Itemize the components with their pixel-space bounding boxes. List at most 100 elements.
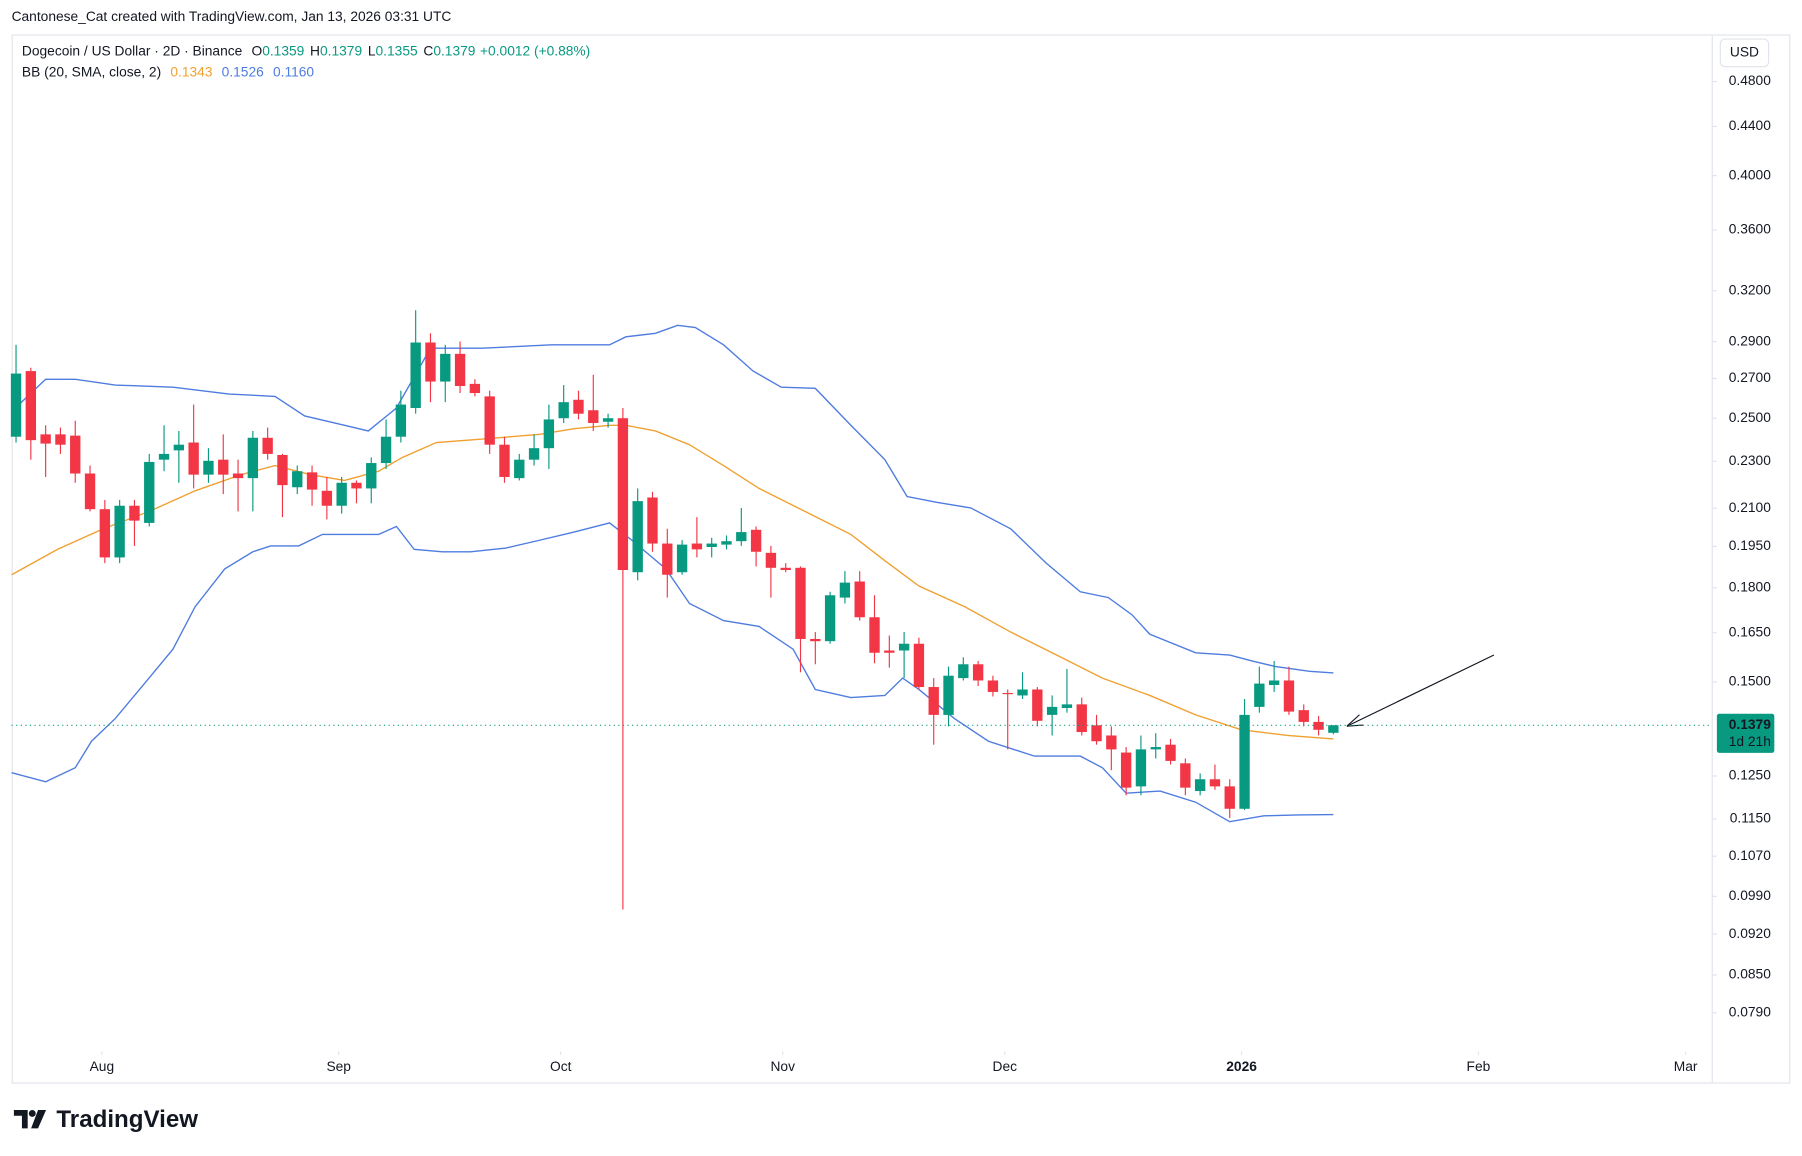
symbol-legend: Dogecoin / US Dollar · 2D · Binance O0.13… (22, 43, 590, 58)
candle-body (617, 418, 629, 571)
indicator-name: BB (20, SMA, close, 2) (22, 64, 161, 79)
candle-body (780, 567, 791, 571)
candle-body (691, 543, 703, 550)
y-tick-label: 0.1950 (1729, 538, 1771, 553)
candle-body (958, 664, 969, 679)
candle-body (869, 617, 880, 653)
candle-body (839, 582, 851, 598)
y-tick-label: 0.1250 (1729, 768, 1771, 783)
candle-body (1268, 680, 1280, 685)
candle-body (573, 399, 584, 414)
ohlc-value: 0.1359 (262, 43, 304, 58)
candle-body (854, 581, 865, 618)
candle-body (1239, 714, 1250, 809)
y-tick-label: 0.1800 (1729, 579, 1771, 594)
candle-body (543, 419, 555, 449)
indicator-value: 0.1526 (222, 64, 264, 79)
candle-body (721, 541, 732, 545)
y-tick-label: 0.0920 (1729, 926, 1771, 941)
candle-body (1283, 680, 1295, 712)
x-tick-label: Feb (1467, 1059, 1491, 1074)
candle-body (795, 567, 806, 639)
candle-body (676, 544, 688, 573)
logo-text: TradingView (56, 1106, 198, 1133)
candle-body (987, 680, 999, 692)
x-tick-label: Aug (90, 1059, 115, 1074)
candle-body (750, 529, 762, 552)
candle-body (99, 509, 111, 558)
indicator-value: 0.1343 (170, 64, 212, 79)
candle-body (40, 434, 51, 444)
y-tick-label: 0.4800 (1729, 73, 1771, 88)
candle-body (943, 675, 954, 715)
y-tick-label: 0.0990 (1729, 888, 1771, 903)
candle-body (55, 434, 66, 445)
y-tick-label: 0.4400 (1729, 118, 1771, 133)
y-tick-label: 0.3200 (1729, 282, 1771, 297)
candle-body (70, 435, 81, 474)
y-tick-label: 0.2500 (1729, 410, 1771, 425)
candle-body (1032, 689, 1043, 721)
candle-body (1106, 735, 1117, 750)
x-tick-label: Dec (993, 1059, 1018, 1074)
candle-body (884, 650, 895, 653)
candle-body (395, 404, 407, 437)
x-tick-label: Mar (1674, 1059, 1698, 1074)
candle-body (262, 437, 273, 454)
candle-body (1180, 763, 1191, 788)
candle-body (1091, 725, 1102, 742)
indicator-legend: BB (20, SMA, close, 2) 0.1343 0.1526 0.1160 (22, 64, 314, 79)
candle-body (765, 552, 777, 568)
candle-body (662, 543, 673, 575)
candle-body (218, 459, 229, 475)
indicator-value: 0.1160 (273, 64, 314, 79)
candle-body (632, 501, 643, 573)
candle-body (114, 505, 125, 558)
candle-body (972, 664, 984, 681)
candle-body (528, 448, 540, 460)
x-tick-label: Oct (550, 1059, 572, 1074)
candle-body (144, 461, 155, 523)
candle-body (1209, 779, 1221, 787)
candle-body (321, 490, 333, 506)
candle-body (247, 437, 259, 479)
x-tick-label: Sep (326, 1059, 351, 1074)
candle-body (1120, 752, 1132, 788)
y-tick-label: 0.1150 (1730, 811, 1771, 826)
candle-body (1254, 683, 1265, 707)
plot-area (10, 310, 1339, 910)
currency-label[interactable]: USD (1730, 44, 1759, 59)
y-tick-label: 0.1500 (1729, 673, 1771, 688)
candle-body (1194, 779, 1206, 792)
candle-body (158, 453, 170, 460)
x-tick-label: 2026 (1226, 1059, 1257, 1074)
ohlc-change: +0.0012 (+0.88%) (480, 43, 590, 58)
candle-body (913, 643, 925, 688)
candle-body (588, 410, 599, 423)
candle-body (173, 444, 185, 451)
y-tick-label: 0.2900 (1729, 333, 1771, 348)
y-tick-label: 0.0850 (1729, 967, 1771, 982)
candle-body (277, 455, 288, 486)
candle-body (1046, 706, 1058, 715)
candle-body (203, 460, 214, 475)
logo: TradingView (13, 1106, 198, 1133)
candle-body (1017, 689, 1028, 696)
candle-body (602, 418, 614, 422)
ohlc-label: O (251, 43, 262, 58)
candle-body (10, 373, 22, 437)
candle-body (232, 473, 244, 479)
candle-body (380, 436, 392, 464)
candle-body (454, 353, 466, 387)
candle-body (928, 687, 939, 715)
chart-frame (11, 34, 1791, 1084)
symbol: Dogecoin / US Dollar · 2D · Binance (22, 43, 243, 58)
candle-body (484, 396, 495, 445)
candle-body (336, 482, 347, 506)
ohlc-value: 0.1355 (376, 43, 418, 58)
currency-button[interactable] (1719, 38, 1770, 68)
candle-body (1150, 747, 1161, 750)
candle-body (425, 342, 436, 382)
